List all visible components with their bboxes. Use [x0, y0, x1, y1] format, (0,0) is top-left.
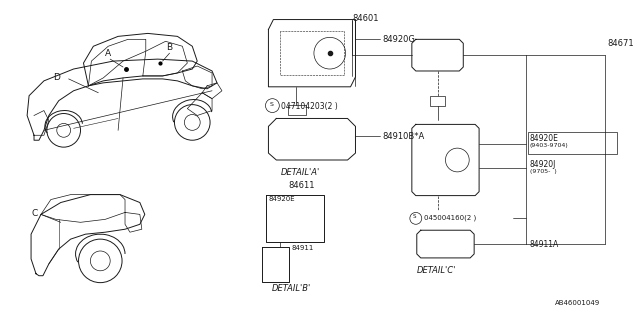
Bar: [422, 134, 440, 186]
Text: (9705-  ): (9705- ): [529, 169, 556, 174]
Text: B: B: [166, 43, 173, 52]
Text: 045004160(2 ): 045004160(2 ): [424, 214, 476, 221]
Text: 84910B*A: 84910B*A: [382, 132, 424, 141]
Bar: [429, 96, 445, 106]
Bar: [288, 105, 306, 115]
Bar: [420, 132, 471, 188]
Text: 84920E: 84920E: [268, 196, 295, 202]
Text: 84920G: 84920G: [382, 36, 415, 44]
Text: C: C: [31, 210, 37, 219]
Bar: [418, 44, 458, 66]
Text: 84911: 84911: [291, 245, 314, 251]
Text: 84671: 84671: [607, 39, 634, 48]
Text: 84920J: 84920J: [529, 160, 556, 169]
Polygon shape: [412, 124, 479, 196]
Polygon shape: [417, 230, 474, 258]
Polygon shape: [266, 195, 324, 242]
Text: 84611: 84611: [288, 181, 315, 190]
Text: 84911A: 84911A: [529, 240, 559, 249]
Polygon shape: [268, 20, 355, 87]
Text: DETAIL'B': DETAIL'B': [271, 284, 310, 292]
Text: (9403-9704): (9403-9704): [529, 143, 568, 148]
Polygon shape: [268, 118, 355, 160]
Text: 84920E: 84920E: [529, 134, 559, 143]
Text: DETAIL'C': DETAIL'C': [417, 266, 456, 275]
Text: AB46001049: AB46001049: [556, 300, 600, 306]
Text: D: D: [53, 73, 60, 82]
Text: A: A: [105, 49, 111, 58]
Text: S: S: [413, 214, 417, 220]
Text: DETAIL'A': DETAIL'A': [280, 168, 319, 177]
Bar: [266, 251, 285, 278]
Text: 84601: 84601: [353, 14, 379, 23]
Polygon shape: [262, 247, 289, 282]
Text: 047104203(2 ): 047104203(2 ): [282, 102, 338, 111]
Bar: [273, 201, 318, 236]
Bar: [527, 132, 616, 154]
Text: S: S: [269, 102, 273, 107]
Polygon shape: [412, 39, 463, 71]
Bar: [282, 33, 314, 73]
